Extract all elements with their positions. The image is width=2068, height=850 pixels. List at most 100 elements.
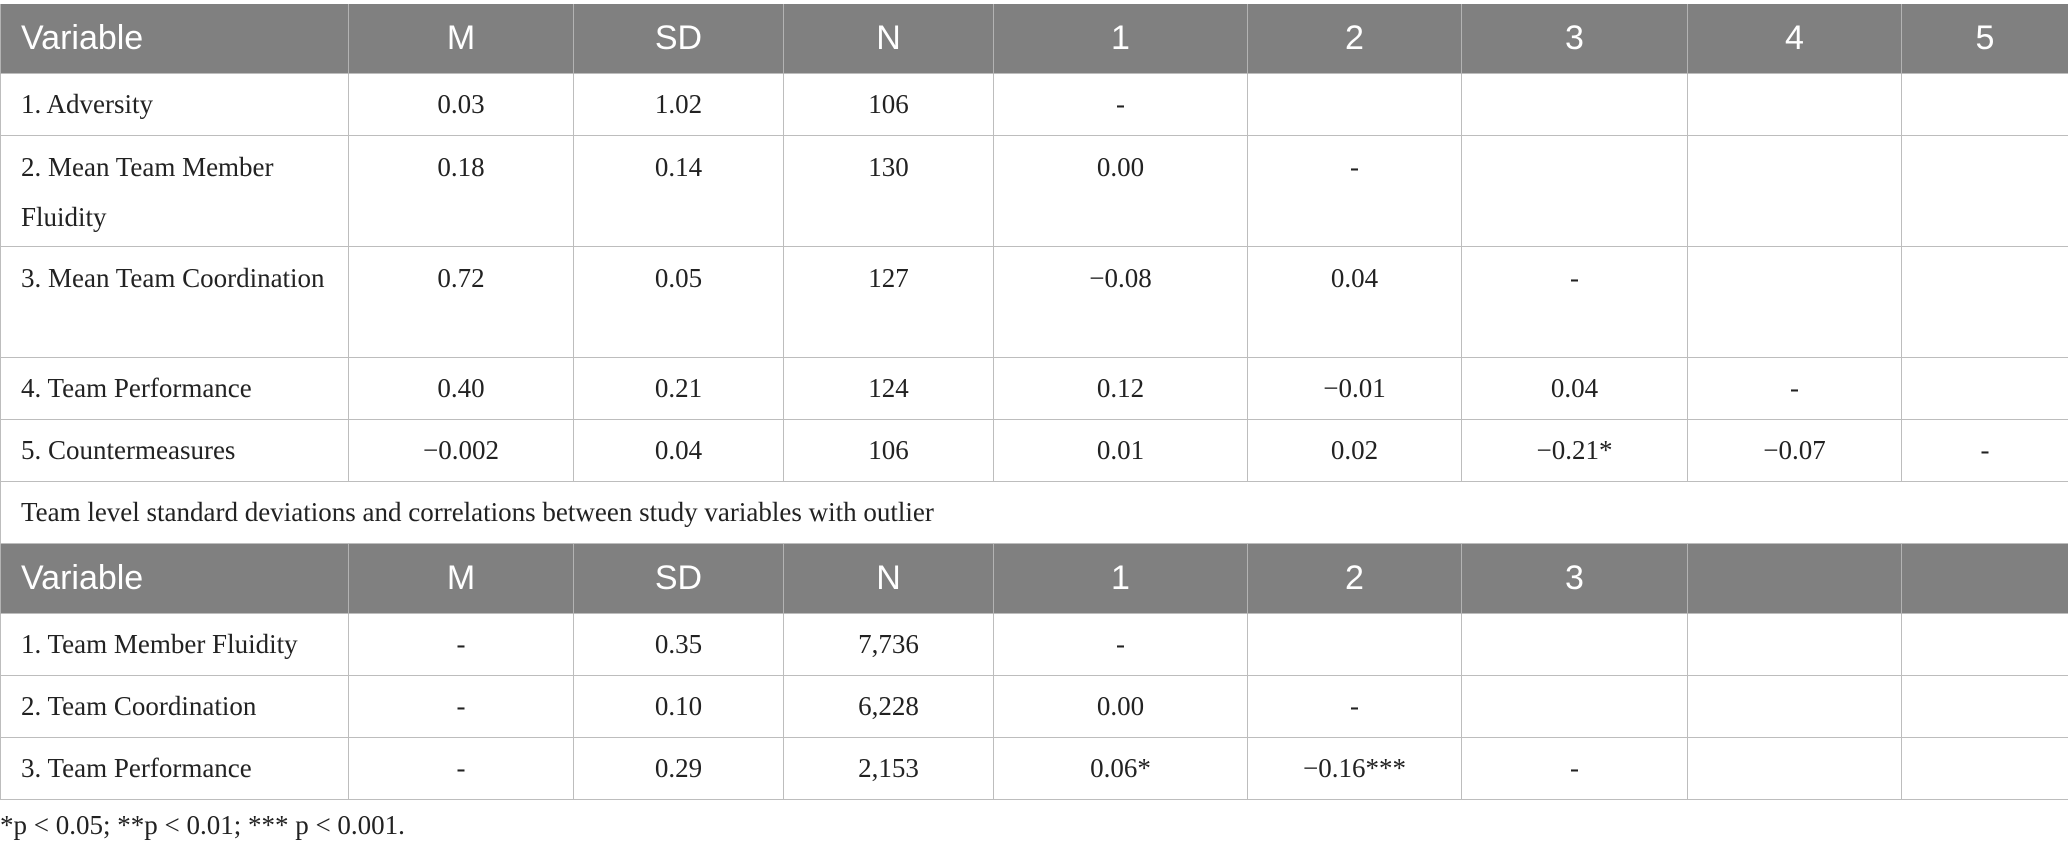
table-cell: 0.10 xyxy=(573,675,784,738)
table-cell: 0.18 xyxy=(348,135,574,247)
column-header xyxy=(1687,543,1902,614)
table-cell xyxy=(1687,613,1902,676)
table-cell: 0.00 xyxy=(993,135,1248,247)
table-cell: 1. Team Member Fluidity xyxy=(0,613,349,676)
column-header: 3 xyxy=(1461,543,1688,614)
table-cell: 0.35 xyxy=(573,613,784,676)
column-header: 3 xyxy=(1461,4,1688,74)
table-row: 1. Team Member Fluidity - 0.35 7,736 - xyxy=(0,613,2068,676)
table-cell: 3. Team Performance xyxy=(0,737,349,800)
table-caption-row: Team level standard deviations and corre… xyxy=(0,481,2068,544)
table-row: 2. Mean Team Member Fluidity 0.18 0.14 1… xyxy=(0,135,2068,247)
table-cell: −0.21* xyxy=(1461,419,1688,482)
table-cell: 0.02 xyxy=(1247,419,1462,482)
column-header xyxy=(1901,543,2068,614)
table-cell: - xyxy=(348,737,574,800)
table-cell: - xyxy=(993,73,1248,136)
column-header: 4 xyxy=(1687,4,1902,74)
table-cell: 0.21 xyxy=(573,357,784,420)
column-header: 1 xyxy=(993,543,1248,614)
table-cell: −0.08 xyxy=(993,246,1248,358)
table-cell xyxy=(1901,613,2068,676)
column-header: SD xyxy=(573,4,784,74)
table-cell: 0.29 xyxy=(573,737,784,800)
column-header: 1 xyxy=(993,4,1248,74)
table-cell xyxy=(1687,675,1902,738)
table-row: 3. Team Performance - 0.29 2,153 0.06* −… xyxy=(0,737,2068,800)
table-row: 1. Adversity 0.03 1.02 106 - xyxy=(0,73,2068,136)
column-header: 5 xyxy=(1901,4,2068,74)
table-row: 2. Team Coordination - 0.10 6,228 0.00 - xyxy=(0,675,2068,738)
table-cell: - xyxy=(1247,675,1462,738)
table-cell xyxy=(1901,135,2068,247)
column-header: 2 xyxy=(1247,4,1462,74)
table-cell: −0.16*** xyxy=(1247,737,1462,800)
table-cell: 7,736 xyxy=(783,613,994,676)
table-cell xyxy=(1461,73,1688,136)
table-cell: 106 xyxy=(783,419,994,482)
table-cell: - xyxy=(1461,737,1688,800)
table-cell xyxy=(1687,737,1902,800)
column-header: SD xyxy=(573,543,784,614)
table-caption: Team level standard deviations and corre… xyxy=(0,481,2068,544)
table-row: 3. Mean Team Coordination 0.72 0.05 127 … xyxy=(0,246,2068,358)
table-cell xyxy=(1461,135,1688,247)
table-cell: 0.06* xyxy=(993,737,1248,800)
table-cell: 2. Mean Team Member Fluidity xyxy=(0,135,349,247)
table-cell xyxy=(1901,675,2068,738)
table-cell xyxy=(1901,357,2068,420)
table-cell: - xyxy=(993,613,1248,676)
table-cell: 3. Mean Team Coordination xyxy=(0,246,349,358)
table-cell: 0.01 xyxy=(993,419,1248,482)
table-cell: 5. Countermeasures xyxy=(0,419,349,482)
table-footnote: *p < 0.05; **p < 0.01; *** p < 0.001. xyxy=(0,810,405,840)
table-cell: 0.04 xyxy=(1461,357,1688,420)
table-cell: 127 xyxy=(783,246,994,358)
table-cell: - xyxy=(1461,246,1688,358)
table-cell: 2,153 xyxy=(783,737,994,800)
table-row: 4. Team Performance 0.40 0.21 124 0.12 −… xyxy=(0,357,2068,420)
table-cell xyxy=(1247,613,1462,676)
table-cell: - xyxy=(348,675,574,738)
table2-header-row: Variable M SD N 1 2 3 xyxy=(0,543,2068,614)
column-header: 2 xyxy=(1247,543,1462,614)
table-cell: 4. Team Performance xyxy=(0,357,349,420)
table-cell: −0.01 xyxy=(1247,357,1462,420)
table-cell: - xyxy=(1247,135,1462,247)
column-header: N xyxy=(783,543,994,614)
table-cell xyxy=(1461,675,1688,738)
table-cell: 0.14 xyxy=(573,135,784,247)
column-header: Variable xyxy=(0,543,349,614)
table1-header-row: Variable M SD N 1 2 3 4 5 xyxy=(0,4,2068,74)
table-cell: 0.03 xyxy=(348,73,574,136)
table-cell: - xyxy=(1901,419,2068,482)
table-cell: 124 xyxy=(783,357,994,420)
column-header: N xyxy=(783,4,994,74)
column-header: Variable xyxy=(0,4,349,74)
table-cell: −0.07 xyxy=(1687,419,1902,482)
table-cell: 0.04 xyxy=(1247,246,1462,358)
table-cell: 106 xyxy=(783,73,994,136)
column-header: M xyxy=(348,543,574,614)
descriptives-table: Variable M SD N 1 2 3 4 5 1. Adversity 0… xyxy=(0,4,2068,800)
table-cell: 0.04 xyxy=(573,419,784,482)
table-cell: 0.40 xyxy=(348,357,574,420)
table-cell xyxy=(1461,613,1688,676)
table-cell xyxy=(1901,737,2068,800)
table-cell: 0.12 xyxy=(993,357,1248,420)
table-cell xyxy=(1901,246,2068,358)
table-row: 5. Countermeasures −0.002 0.04 106 0.01 … xyxy=(0,419,2068,482)
column-header: M xyxy=(348,4,574,74)
table-cell: - xyxy=(348,613,574,676)
table-cell: 0.72 xyxy=(348,246,574,358)
table-cell xyxy=(1687,246,1902,358)
table-cell xyxy=(1687,135,1902,247)
table-cell: 1. Adversity xyxy=(0,73,349,136)
table-cell: 2. Team Coordination xyxy=(0,675,349,738)
correlation-tables: Variable M SD N 1 2 3 4 5 1. Adversity 0… xyxy=(0,4,2068,800)
table-cell: 0.00 xyxy=(993,675,1248,738)
table-cell xyxy=(1247,73,1462,136)
table-cell: 0.05 xyxy=(573,246,784,358)
table-cell: −0.002 xyxy=(348,419,574,482)
table-cell: 1.02 xyxy=(573,73,784,136)
